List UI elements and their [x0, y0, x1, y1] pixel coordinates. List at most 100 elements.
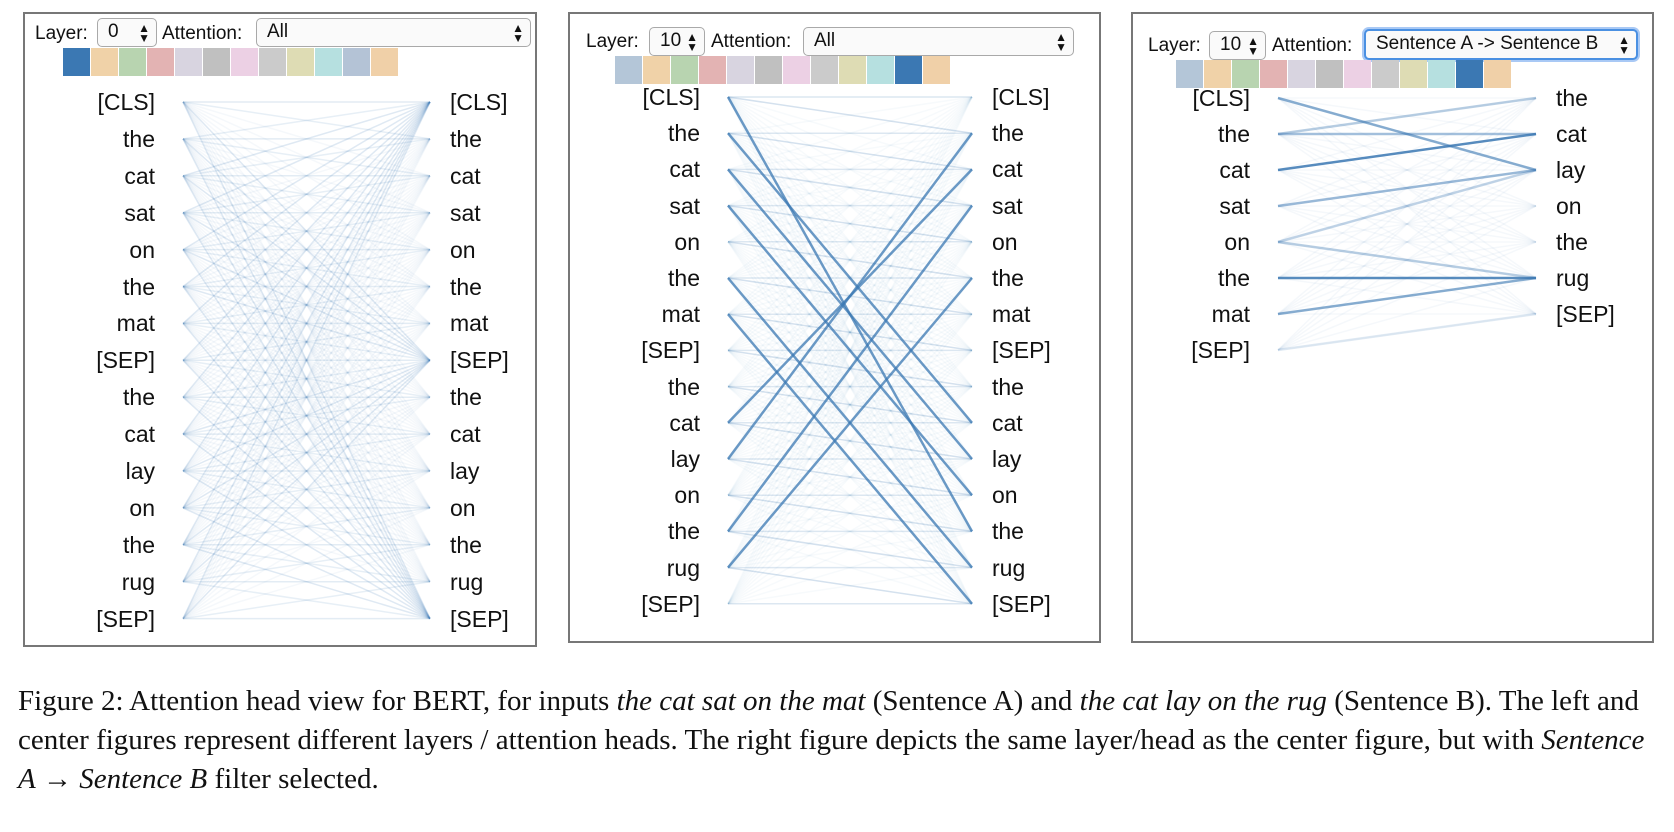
layer-select[interactable]: 0 ▲ ▼ — [97, 18, 157, 47]
left-token[interactable]: on — [674, 482, 700, 509]
head-swatch-3[interactable] — [699, 56, 726, 84]
head-swatch-4[interactable] — [727, 56, 754, 84]
left-token[interactable]: cat — [124, 421, 155, 448]
left-token[interactable]: [SEP] — [641, 337, 700, 364]
right-token[interactable]: sat — [450, 199, 481, 226]
head-swatch-1[interactable] — [91, 48, 118, 76]
left-token[interactable]: the — [668, 120, 700, 147]
right-token[interactable]: on — [450, 236, 476, 263]
left-token[interactable]: [CLS] — [1192, 85, 1250, 111]
right-token[interactable]: cat — [992, 156, 1023, 183]
head-swatch-8[interactable] — [839, 56, 866, 84]
right-token[interactable]: cat — [450, 421, 481, 448]
right-token[interactable]: on — [1556, 193, 1582, 219]
attention-select[interactable]: All ▲ ▼ — [803, 27, 1074, 56]
left-token[interactable]: the — [123, 125, 155, 152]
right-token[interactable]: on — [992, 482, 1018, 509]
left-token[interactable]: on — [1224, 229, 1250, 255]
head-swatch-7[interactable] — [259, 48, 286, 76]
left-token[interactable]: the — [668, 373, 700, 400]
right-token[interactable]: cat — [450, 162, 481, 189]
left-token[interactable]: mat — [116, 310, 155, 337]
right-token[interactable]: [CLS] — [992, 84, 1050, 110]
right-token[interactable]: the — [450, 273, 482, 300]
right-token[interactable]: [SEP] — [1556, 301, 1615, 327]
right-token[interactable]: rug — [1556, 265, 1590, 291]
attention-select[interactable]: All ▲ ▼ — [256, 18, 531, 47]
right-token[interactable]: mat — [992, 301, 1031, 328]
right-token[interactable]: on — [992, 228, 1018, 255]
right-token[interactable]: rug — [992, 554, 1026, 581]
left-token[interactable]: [SEP] — [96, 605, 155, 632]
right-token[interactable]: [CLS] — [450, 89, 508, 115]
head-swatch-11[interactable] — [923, 56, 950, 84]
right-token[interactable]: the — [992, 518, 1024, 545]
head-swatch-5[interactable] — [755, 56, 782, 84]
head-swatch-7[interactable] — [1372, 60, 1399, 88]
left-token[interactable]: the — [668, 265, 700, 291]
left-token[interactable]: on — [129, 236, 155, 263]
head-swatch-3[interactable] — [147, 48, 174, 76]
layer-select[interactable]: 10 ▲ ▼ — [649, 27, 705, 56]
head-swatch-4[interactable] — [1288, 60, 1315, 88]
head-swatch-11[interactable] — [1484, 60, 1511, 88]
left-token[interactable]: the — [123, 273, 155, 300]
left-token[interactable]: mat — [1211, 301, 1250, 327]
right-token[interactable]: [SEP] — [992, 337, 1051, 364]
left-token[interactable]: cat — [669, 156, 700, 183]
head-swatch-1[interactable] — [1204, 60, 1231, 88]
left-token[interactable]: the — [123, 384, 155, 411]
head-swatch-11[interactable] — [371, 48, 398, 76]
left-token[interactable]: lay — [670, 446, 700, 472]
right-token[interactable]: the — [1556, 85, 1588, 111]
head-swatch-6[interactable] — [1344, 60, 1371, 88]
head-swatch-1[interactable] — [643, 56, 670, 84]
right-token[interactable]: lay — [992, 446, 1022, 472]
right-token[interactable]: [SEP] — [450, 605, 509, 632]
head-swatch-10[interactable] — [1456, 60, 1483, 88]
left-token[interactable]: [SEP] — [96, 347, 155, 374]
head-swatch-9[interactable] — [867, 56, 894, 84]
left-token[interactable]: the — [1218, 121, 1250, 147]
left-token[interactable]: sat — [124, 199, 155, 226]
left-token[interactable]: cat — [669, 409, 700, 436]
head-swatch-2[interactable] — [119, 48, 146, 76]
head-swatch-10[interactable] — [343, 48, 370, 76]
head-swatch-5[interactable] — [1316, 60, 1343, 88]
right-token[interactable]: the — [1556, 229, 1588, 255]
right-token[interactable]: the — [992, 120, 1024, 147]
left-token[interactable]: on — [674, 228, 700, 255]
left-token[interactable]: the — [1218, 265, 1250, 291]
left-token[interactable]: the — [668, 518, 700, 545]
left-token[interactable]: cat — [1219, 157, 1250, 183]
left-token[interactable]: sat — [1219, 193, 1250, 219]
right-token[interactable]: [SEP] — [992, 590, 1051, 617]
left-token[interactable]: lay — [125, 458, 155, 484]
attention-select[interactable]: Sentence A -> Sentence B ▲ ▼ — [1364, 29, 1638, 60]
head-swatch-8[interactable] — [287, 48, 314, 76]
layer-select[interactable]: 10 ▲ ▼ — [1209, 31, 1266, 60]
right-token[interactable]: the — [450, 531, 482, 558]
left-token[interactable]: the — [123, 531, 155, 558]
left-token[interactable]: sat — [669, 192, 700, 219]
head-swatch-10[interactable] — [895, 56, 922, 84]
head-swatch-0[interactable] — [615, 56, 642, 84]
right-token[interactable]: the — [450, 384, 482, 411]
head-swatch-9[interactable] — [1428, 60, 1455, 88]
head-swatch-7[interactable] — [811, 56, 838, 84]
head-swatch-8[interactable] — [1400, 60, 1427, 88]
head-swatch-2[interactable] — [1232, 60, 1259, 88]
head-swatch-2[interactable] — [671, 56, 698, 84]
head-swatch-0[interactable] — [63, 48, 90, 76]
right-token[interactable]: lay — [1556, 157, 1586, 183]
head-swatch-3[interactable] — [1260, 60, 1287, 88]
head-swatch-9[interactable] — [315, 48, 342, 76]
left-token[interactable]: rug — [121, 568, 155, 595]
left-token[interactable]: [SEP] — [641, 590, 700, 617]
right-token[interactable]: on — [450, 494, 476, 521]
right-token[interactable]: the — [992, 373, 1024, 400]
right-token[interactable]: rug — [450, 568, 484, 595]
left-token[interactable]: rug — [666, 554, 700, 581]
right-token[interactable]: the — [992, 265, 1024, 291]
right-token[interactable]: cat — [1556, 121, 1587, 147]
